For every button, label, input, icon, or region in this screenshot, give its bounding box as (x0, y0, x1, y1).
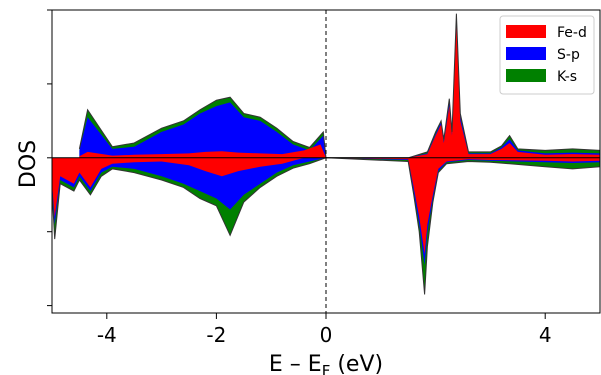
legend-label: Fe-d (557, 25, 587, 41)
outline-down (52, 157, 600, 295)
chart-legend: Fe-d S-p K-s (499, 15, 595, 95)
x-axis-title-main: E – E (269, 352, 322, 375)
legend-label: S-p (557, 47, 580, 63)
legend-swatch (506, 25, 546, 38)
area-s-p-up (79, 17, 600, 158)
x-tick-label: -4 (97, 323, 117, 347)
x-axis-title: E – EF (eV) (269, 352, 383, 375)
area-k-s-down (52, 157, 600, 295)
x-tick-label: -2 (206, 323, 226, 347)
y-axis-title: DOS (16, 140, 41, 188)
chart-axes: -4 -2 0 4 (47, 9, 601, 347)
area-s-p-down (52, 157, 600, 265)
x-axis-title-subscript: F (322, 362, 331, 375)
legend-swatch (506, 47, 546, 60)
legend-swatch (506, 69, 546, 82)
x-tick-label: 4 (539, 323, 552, 347)
x-axis-title-unit: (eV) (330, 352, 383, 375)
x-tick-label: 0 (320, 323, 333, 347)
legend-label: K-s (557, 69, 577, 85)
